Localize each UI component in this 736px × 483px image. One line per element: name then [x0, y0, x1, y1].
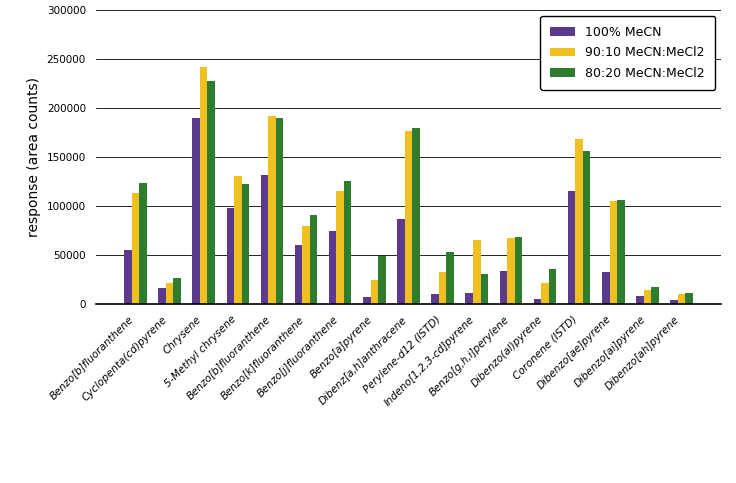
- Bar: [192, 118, 200, 304]
- Bar: [261, 175, 268, 304]
- Bar: [234, 176, 241, 304]
- Bar: [651, 286, 659, 304]
- Bar: [132, 193, 139, 304]
- Bar: [363, 298, 371, 304]
- Bar: [446, 252, 454, 304]
- Bar: [268, 116, 276, 304]
- Bar: [534, 299, 541, 304]
- Bar: [227, 208, 234, 304]
- Bar: [378, 256, 386, 304]
- Bar: [276, 118, 283, 304]
- Bar: [685, 294, 693, 304]
- Bar: [431, 295, 439, 304]
- Bar: [481, 274, 488, 304]
- Bar: [371, 280, 378, 304]
- Bar: [670, 300, 678, 304]
- Bar: [583, 151, 590, 304]
- Bar: [241, 185, 249, 304]
- Bar: [541, 283, 549, 304]
- Bar: [576, 139, 583, 304]
- Bar: [397, 219, 405, 304]
- Bar: [158, 287, 166, 304]
- Bar: [500, 271, 507, 304]
- Bar: [609, 201, 617, 304]
- Y-axis label: response (area counts): response (area counts): [27, 77, 41, 237]
- Bar: [302, 226, 310, 304]
- Bar: [173, 278, 181, 304]
- Bar: [507, 238, 514, 304]
- Bar: [617, 200, 625, 304]
- Bar: [166, 283, 173, 304]
- Bar: [473, 241, 481, 304]
- Bar: [310, 215, 317, 304]
- Bar: [336, 191, 344, 304]
- Bar: [465, 294, 473, 304]
- Bar: [568, 191, 576, 304]
- Bar: [514, 237, 522, 304]
- Bar: [412, 128, 420, 304]
- Bar: [636, 297, 644, 304]
- Bar: [644, 289, 651, 304]
- Bar: [200, 67, 208, 304]
- Bar: [124, 250, 132, 304]
- Bar: [344, 181, 352, 304]
- Legend: 100% MeCN, 90:10 MeCN:MeCl2, 80:20 MeCN:MeCl2: 100% MeCN, 90:10 MeCN:MeCl2, 80:20 MeCN:…: [540, 16, 715, 90]
- Bar: [139, 183, 146, 304]
- Bar: [439, 272, 446, 304]
- Bar: [549, 269, 556, 304]
- Bar: [678, 295, 685, 304]
- Bar: [602, 272, 609, 304]
- Bar: [295, 245, 302, 304]
- Bar: [208, 81, 215, 304]
- Bar: [405, 131, 412, 304]
- Bar: [329, 230, 336, 304]
